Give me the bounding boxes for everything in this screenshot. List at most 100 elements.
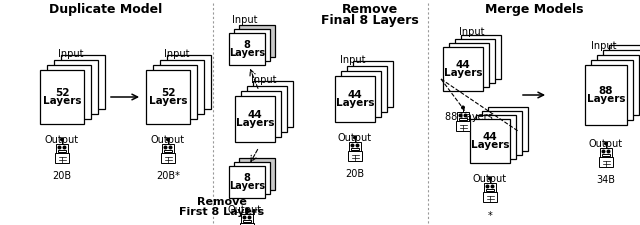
Circle shape: [169, 146, 172, 149]
Bar: [459, 117, 467, 120]
Bar: [54, 60, 98, 114]
Text: 8: 8: [244, 40, 250, 50]
FancyBboxPatch shape: [456, 121, 470, 131]
Circle shape: [356, 144, 359, 147]
Bar: [488, 107, 528, 151]
FancyBboxPatch shape: [349, 142, 362, 151]
Circle shape: [464, 114, 467, 117]
Circle shape: [351, 144, 354, 147]
Circle shape: [243, 216, 246, 219]
Bar: [229, 33, 265, 65]
Circle shape: [246, 208, 248, 211]
Bar: [347, 66, 387, 112]
Text: Layers: Layers: [236, 118, 275, 128]
Text: Layers: Layers: [148, 96, 188, 106]
Text: Input: Input: [459, 27, 484, 37]
Bar: [455, 39, 495, 83]
Circle shape: [605, 142, 607, 145]
Text: 34B: 34B: [596, 175, 616, 185]
Circle shape: [461, 106, 464, 109]
Bar: [609, 45, 640, 105]
Text: Output: Output: [589, 139, 623, 149]
Text: Output: Output: [473, 174, 507, 184]
Bar: [234, 162, 270, 194]
Bar: [449, 43, 489, 87]
Bar: [597, 55, 639, 115]
FancyBboxPatch shape: [56, 144, 68, 153]
Bar: [602, 153, 610, 156]
FancyBboxPatch shape: [241, 214, 253, 223]
Text: Layers: Layers: [471, 140, 509, 150]
FancyBboxPatch shape: [348, 151, 362, 161]
Text: 8: 8: [244, 173, 250, 183]
FancyBboxPatch shape: [240, 223, 254, 225]
Bar: [486, 189, 494, 191]
Text: Input: Input: [232, 15, 258, 25]
Circle shape: [489, 177, 492, 180]
Circle shape: [486, 185, 489, 188]
Text: 44: 44: [348, 90, 362, 100]
Circle shape: [61, 138, 63, 141]
Bar: [341, 71, 381, 117]
Text: Layers: Layers: [336, 98, 374, 108]
Bar: [47, 65, 91, 119]
FancyBboxPatch shape: [600, 148, 612, 157]
Text: 44: 44: [248, 110, 262, 120]
Bar: [239, 158, 275, 190]
FancyBboxPatch shape: [483, 192, 497, 202]
Circle shape: [460, 114, 462, 117]
Text: Layers: Layers: [444, 68, 483, 78]
Text: Input: Input: [58, 49, 83, 59]
Bar: [482, 111, 522, 155]
Circle shape: [492, 185, 494, 188]
Circle shape: [248, 216, 251, 219]
Text: Output: Output: [151, 135, 185, 145]
Text: 20B: 20B: [346, 169, 365, 179]
Bar: [164, 149, 172, 152]
FancyBboxPatch shape: [161, 153, 175, 163]
Text: Merge Models: Merge Models: [484, 3, 583, 16]
Circle shape: [63, 146, 66, 149]
Bar: [40, 70, 84, 124]
Bar: [470, 119, 510, 163]
Text: 88 Layers: 88 Layers: [445, 112, 493, 122]
FancyBboxPatch shape: [55, 153, 69, 163]
Bar: [351, 148, 359, 150]
Text: Input: Input: [591, 41, 617, 51]
Text: Layers: Layers: [229, 181, 265, 191]
Bar: [58, 149, 66, 152]
Text: First 8 Layers: First 8 Layers: [179, 207, 264, 217]
Circle shape: [607, 150, 610, 153]
Bar: [61, 55, 105, 109]
Text: *: *: [488, 211, 492, 221]
FancyBboxPatch shape: [599, 157, 613, 167]
Text: Layers: Layers: [229, 48, 265, 58]
Bar: [591, 60, 633, 120]
Text: Input: Input: [164, 49, 189, 59]
Text: Output: Output: [338, 133, 372, 143]
Bar: [153, 65, 197, 119]
Circle shape: [602, 150, 605, 153]
FancyBboxPatch shape: [484, 183, 496, 192]
Circle shape: [166, 138, 170, 141]
Text: Final 8 Layers: Final 8 Layers: [321, 14, 419, 27]
Text: Layers: Layers: [587, 94, 625, 104]
Bar: [239, 25, 275, 57]
FancyBboxPatch shape: [457, 112, 469, 121]
Bar: [229, 166, 265, 198]
Bar: [243, 220, 251, 222]
Text: Output: Output: [228, 205, 262, 215]
Text: Remove: Remove: [342, 3, 398, 16]
Text: Remove: Remove: [197, 197, 247, 207]
Circle shape: [354, 136, 356, 139]
Bar: [234, 29, 270, 61]
Bar: [603, 50, 640, 110]
Text: 52: 52: [55, 88, 69, 98]
Bar: [443, 47, 483, 91]
Bar: [476, 115, 516, 159]
Text: 52: 52: [161, 88, 175, 98]
Circle shape: [164, 146, 167, 149]
Bar: [160, 60, 204, 114]
Bar: [353, 61, 393, 107]
Text: 20B: 20B: [52, 171, 72, 181]
